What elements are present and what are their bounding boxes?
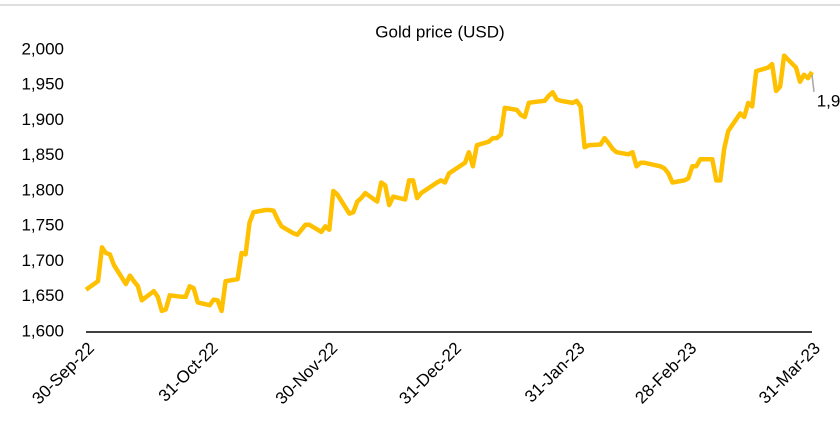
y-tick-label: 1,750 <box>21 216 64 235</box>
y-tick-label: 1,650 <box>21 286 64 305</box>
label-leader <box>811 74 815 92</box>
y-tick-label: 1,850 <box>21 145 64 164</box>
x-tick-label: 30-Sep-22 <box>28 339 98 409</box>
y-tick-label: 1,600 <box>21 321 64 340</box>
x-tick-label: 28-Feb-23 <box>631 339 700 408</box>
chart-title: Gold price (USD) <box>375 22 504 41</box>
x-tick-label: 30-Nov-22 <box>272 339 342 409</box>
y-tick-label: 1,700 <box>21 251 64 270</box>
x-tick-label: 31-Mar-23 <box>755 339 824 408</box>
x-tick-label: 31-Jan-23 <box>521 339 589 407</box>
y-tick-label: 1,800 <box>21 180 64 199</box>
x-tick-label: 31-Dec-22 <box>395 339 465 409</box>
y-tick-label: 1,900 <box>21 110 64 129</box>
y-tick-label: 1,950 <box>21 75 64 94</box>
y-tick-label: 2,000 <box>21 39 64 58</box>
x-tick-label: 31-Oct-22 <box>155 339 222 406</box>
data-label: 1,969 <box>817 91 840 110</box>
price-line <box>84 53 814 314</box>
